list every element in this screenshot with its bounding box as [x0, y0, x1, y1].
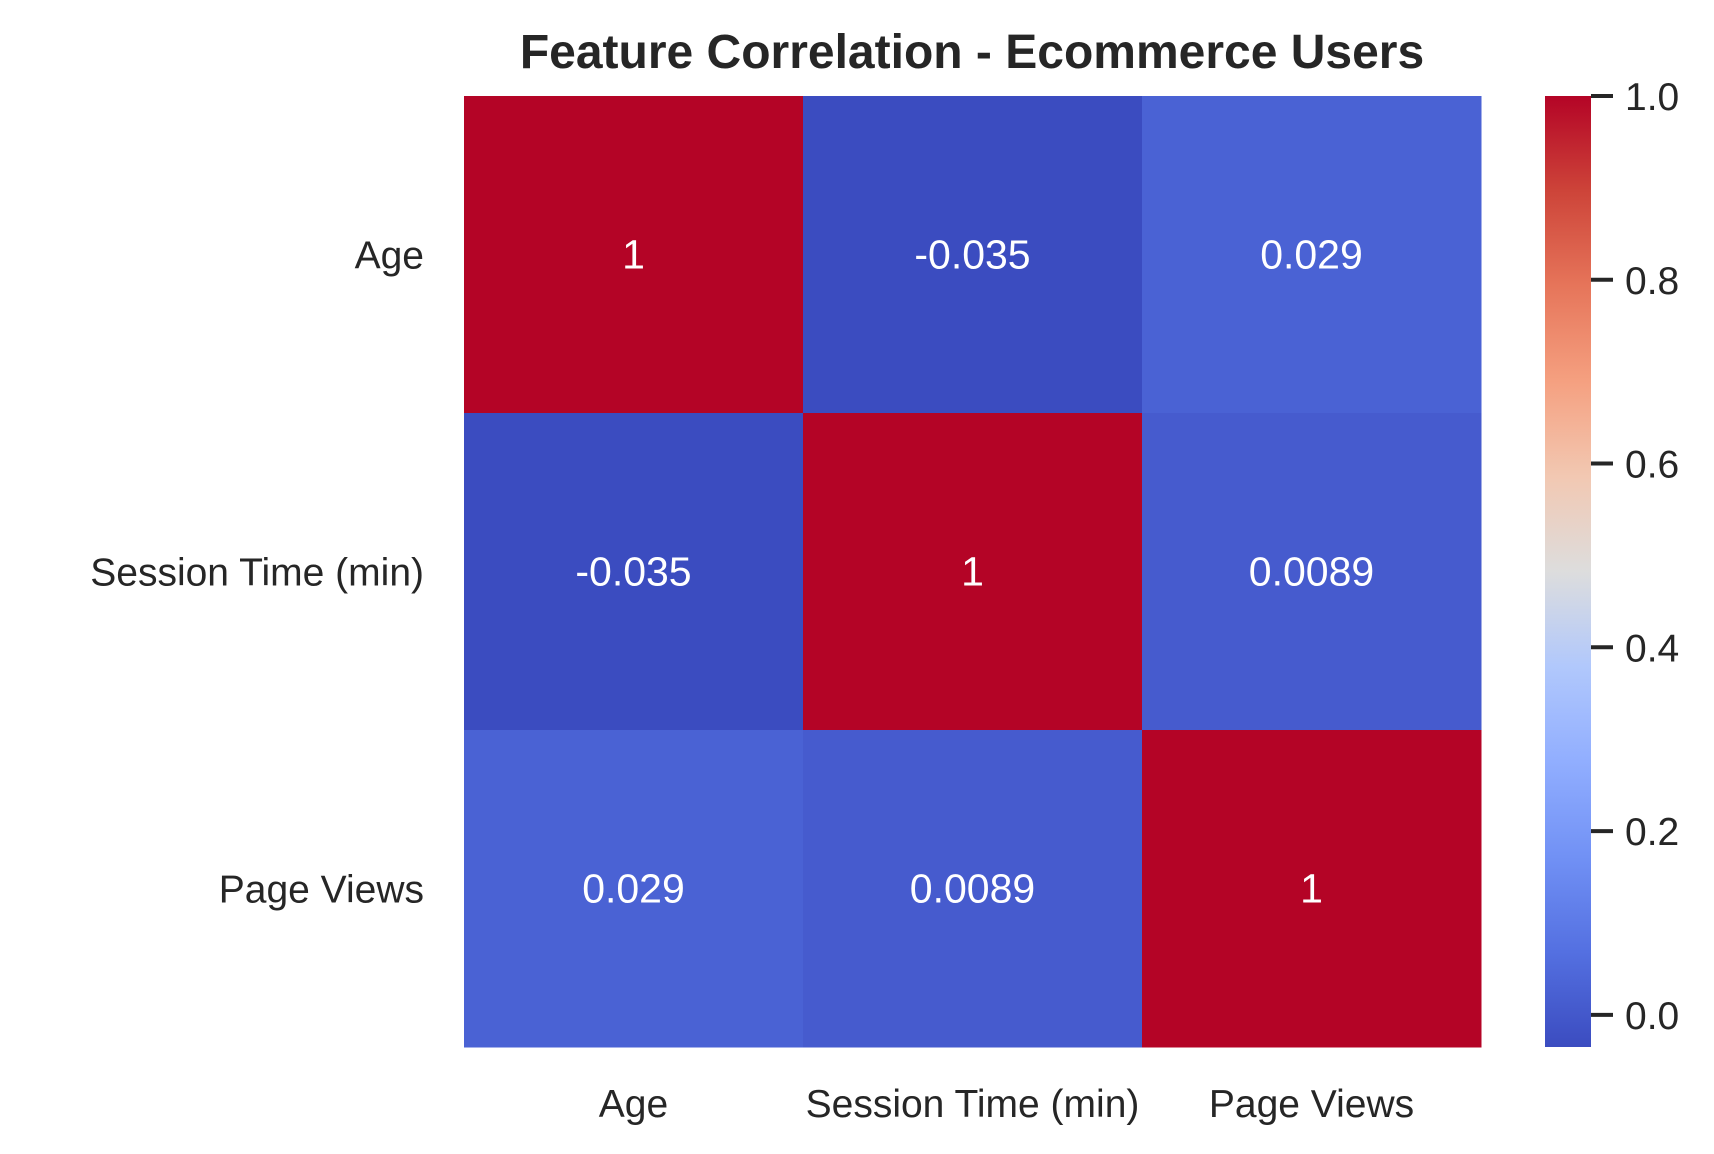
cell-annotation-r1-c1: 1	[961, 549, 984, 595]
column-label-2: Page Views	[1209, 1083, 1414, 1126]
row-labels: Age Session Time (min) Page Views	[90, 235, 424, 912]
cell-annotation-r2-c0: 0.029	[582, 866, 685, 912]
chart-title: Feature Correlation - Ecommerce Users	[520, 26, 1424, 79]
cell-annotation-r2-c2: 1	[1300, 866, 1323, 912]
cell-annotation-r0-c2: 0.029	[1260, 232, 1363, 278]
heatmap-cell-r0-c0	[464, 96, 804, 414]
colorbar-tick-label-4: 0.8	[1625, 260, 1679, 303]
cell-annotation-r0-c1: -0.035	[914, 232, 1030, 278]
cell-annotation-r1-c2: 0.0089	[1249, 549, 1374, 595]
colorbar-tick-label-3: 0.6	[1625, 444, 1679, 487]
heatmap-cell-r0-c1	[803, 96, 1143, 414]
heatmap-cells: 1 -0.035 0.029 -0.035 1 0.0089 0.029 0.0089 1	[464, 96, 1482, 1048]
heatmap-cell-r1-c1	[803, 413, 1143, 731]
cell-annotation-r1-c0: -0.035	[575, 549, 691, 595]
heatmap-cell-r1-c2	[1142, 413, 1482, 731]
row-label-0: Age	[355, 235, 424, 278]
heatmap-cell-r2-c1	[803, 730, 1143, 1048]
heatmap-cell-r0-c2	[1142, 96, 1482, 414]
heatmap-cell-r2-c2	[1142, 730, 1482, 1048]
colorbar-tick-label-0: 0.0	[1625, 995, 1679, 1038]
column-label-1: Session Time (min)	[806, 1083, 1140, 1126]
colorbar-gradient	[1545, 96, 1591, 1047]
row-label-1: Session Time (min)	[90, 552, 424, 595]
cell-annotation-r2-c1: 0.0089	[910, 866, 1035, 912]
column-label-0: Age	[599, 1083, 668, 1126]
colorbar-tick-label-5: 1.0	[1625, 76, 1679, 119]
column-labels: Age Session Time (min) Page Views	[599, 1083, 1414, 1126]
heatmap-cell-r1-c0	[464, 413, 804, 731]
heatmap-cell-r2-c0	[464, 730, 804, 1048]
colorbar-tick-label-1: 0.2	[1625, 811, 1679, 854]
colorbar-tick-label-2: 0.4	[1625, 627, 1679, 670]
colorbar: 0.0 0.2 0.4 0.6 0.8 1.0	[1545, 76, 1679, 1047]
cell-annotation-r0-c0: 1	[622, 232, 645, 278]
row-label-2: Page Views	[219, 869, 424, 912]
colorbar-ticks: 0.0 0.2 0.4 0.6 0.8 1.0	[1591, 76, 1679, 1038]
